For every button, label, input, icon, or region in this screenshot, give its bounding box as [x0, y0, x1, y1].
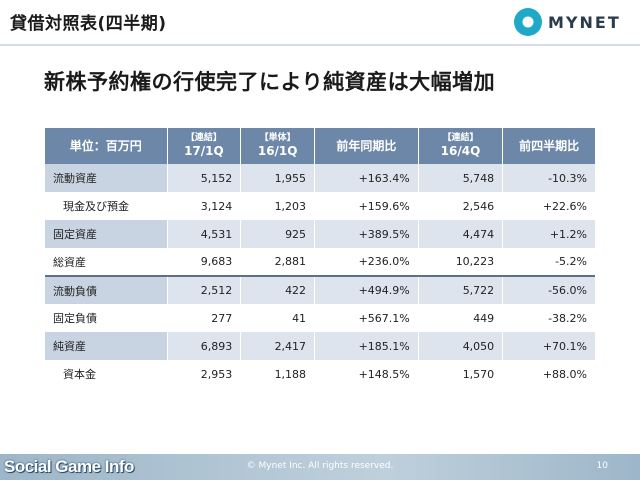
cell-qoq: +1.2%: [502, 220, 595, 248]
cell-yoy: +148.5%: [314, 360, 419, 388]
table-row: 純資産 6,893 2,417 +185.1% 4,050 +70.1%: [45, 332, 595, 360]
cell-16-1q: 2,881: [240, 248, 316, 276]
column-header-label: 前四半期比: [519, 138, 580, 153]
cell-17-1q: 9,683: [167, 248, 242, 276]
column-header-period: 16/1Q: [257, 144, 298, 159]
cell-16-1q: 1,955: [240, 164, 316, 192]
cell-17-1q: 277: [167, 304, 242, 332]
cell-qoq: +70.1%: [502, 332, 595, 360]
cell-16-1q: 1,188: [240, 360, 316, 388]
cell-17-1q: 2,953: [167, 360, 242, 388]
cell-qoq: +88.0%: [502, 360, 595, 388]
page-number: 10: [596, 461, 608, 471]
cell-16-1q: 1,203: [240, 192, 316, 220]
header-bar: 貸借対照表(四半期) MYNET: [0, 0, 640, 44]
row-label: 現金及び預金: [45, 192, 168, 220]
column-header-yoy: 前年同期比: [314, 128, 419, 164]
cell-16-4q: 10,223: [418, 248, 504, 276]
cell-yoy: +163.4%: [314, 164, 419, 192]
cell-16-1q: 41: [240, 304, 316, 332]
row-label: 固定資産: [45, 220, 168, 248]
cell-16-4q: 449: [418, 304, 504, 332]
column-header-unit: 単位：百万円: [45, 128, 168, 164]
row-label: 総資産: [45, 248, 168, 276]
cell-qoq: -56.0%: [502, 275, 595, 304]
cell-qoq: -5.2%: [502, 248, 595, 276]
logo-text: MYNET: [548, 12, 621, 32]
column-header-period: 17/1Q: [184, 144, 224, 159]
table-row: 総資産 9,683 2,881 +236.0% 10,223 -5.2%: [45, 248, 595, 276]
cell-yoy: +567.1%: [314, 304, 419, 332]
cell-16-4q: 1,570: [418, 360, 504, 388]
column-header-period: 16/4Q: [440, 144, 481, 159]
table-header-row: 単位：百万円 【連結】 17/1Q 【単体】 16/1Q 前年同期比 【連結】 …: [45, 128, 595, 164]
cell-17-1q: 4,531: [167, 220, 242, 248]
column-header-qoq: 前四半期比: [502, 128, 595, 164]
table-row: 固定負債 277 41 +567.1% 449 -38.2%: [45, 304, 595, 332]
column-header-tag: 【連結】: [185, 133, 222, 144]
cell-16-1q: 2,417: [240, 332, 316, 360]
copyright-text: © Mynet Inc. All rights reserved.: [246, 461, 394, 471]
cell-17-1q: 2,512: [167, 275, 242, 304]
cell-yoy: +389.5%: [314, 220, 419, 248]
row-label: 資本金: [45, 360, 168, 388]
cell-17-1q: 6,893: [167, 332, 242, 360]
header-divider: [0, 44, 640, 46]
table-row: 固定資産 4,531 925 +389.5% 4,474 +1.2%: [45, 220, 595, 248]
cell-16-4q: 4,050: [418, 332, 504, 360]
table-row: 現金及び預金 3,124 1,203 +159.6% 2,546 +22.6%: [45, 192, 595, 220]
cell-16-4q: 2,546: [418, 192, 504, 220]
logo-ring-icon: [514, 8, 542, 36]
balance-sheet-table: 単位：百万円 【連結】 17/1Q 【単体】 16/1Q 前年同期比 【連結】 …: [45, 128, 595, 388]
column-header-tag: 【連結】: [442, 133, 479, 144]
cell-16-1q: 422: [240, 275, 316, 304]
column-header-16-1q: 【単体】 16/1Q: [240, 128, 316, 164]
column-header-tag: 【単体】: [259, 133, 296, 144]
table-row: 流動資産 5,152 1,955 +163.4% 5,748 -10.3%: [45, 164, 595, 192]
row-label: 流動資産: [45, 164, 168, 192]
column-header-label: 前年同期比: [336, 138, 397, 153]
cell-yoy: +159.6%: [314, 192, 419, 220]
cell-16-4q: 4,474: [418, 220, 504, 248]
cell-16-4q: 5,722: [418, 275, 504, 304]
cell-yoy: +236.0%: [314, 248, 419, 276]
slide-heading: 新株予約権の行使完了により純資産は大幅増加: [44, 70, 496, 94]
table-row: 資本金 2,953 1,188 +148.5% 1,570 +88.0%: [45, 360, 595, 388]
column-header-17-1q: 【連結】 17/1Q: [167, 128, 242, 164]
cell-17-1q: 5,152: [167, 164, 242, 192]
cell-qoq: -38.2%: [502, 304, 595, 332]
cell-16-1q: 925: [240, 220, 316, 248]
column-header-label: 単位：百万円: [69, 138, 142, 153]
cell-qoq: -10.3%: [502, 164, 595, 192]
cell-16-4q: 5,748: [418, 164, 504, 192]
cell-17-1q: 3,124: [167, 192, 242, 220]
row-label: 純資産: [45, 332, 168, 360]
table-row: 流動負債 2,512 422 +494.9% 5,722 -56.0%: [45, 275, 595, 304]
footer-bar: Social Game Info © Mynet Inc. All rights…: [0, 454, 640, 480]
watermark-brand: Social Game Info: [4, 457, 134, 476]
row-label: 流動負債: [45, 275, 168, 304]
cell-qoq: +22.6%: [502, 192, 595, 220]
column-header-16-4q: 【連結】 16/4Q: [418, 128, 504, 164]
cell-yoy: +185.1%: [314, 332, 419, 360]
page-title: 貸借対照表(四半期): [10, 14, 167, 34]
company-logo: MYNET: [514, 8, 621, 36]
cell-yoy: +494.9%: [314, 275, 419, 304]
row-label: 固定負債: [45, 304, 168, 332]
